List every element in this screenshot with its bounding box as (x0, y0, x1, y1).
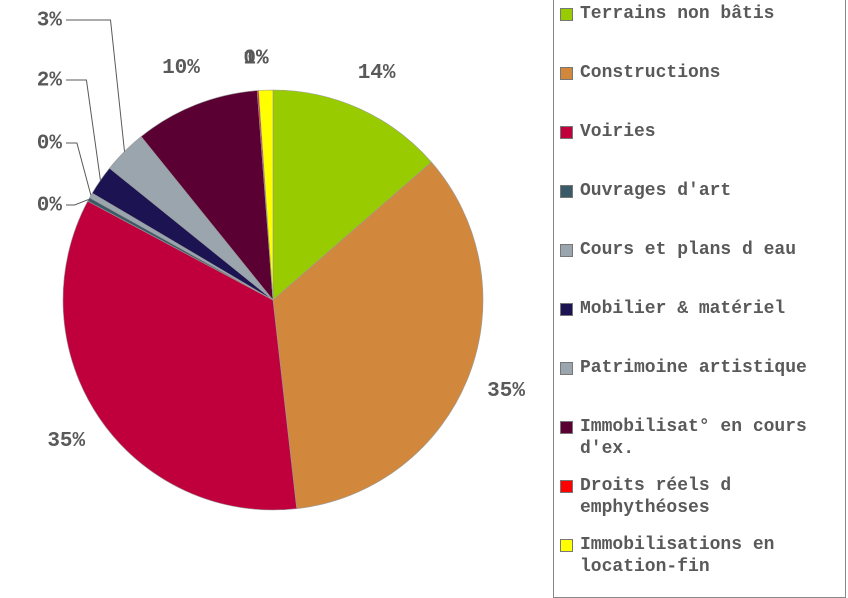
legend-swatch (560, 362, 573, 375)
data-label: 14% (358, 62, 396, 85)
leader-line (66, 79, 101, 181)
legend-item: Constructions (560, 62, 839, 121)
legend-item: Cours et plans d eau (560, 239, 839, 298)
legend-swatch (560, 185, 573, 198)
legend-label: Terrains non bâtis (580, 4, 775, 24)
legend-label: Voiries (580, 122, 656, 142)
data-label: 1% (243, 48, 269, 71)
data-label: 10% (162, 57, 200, 80)
leader-line (66, 142, 92, 196)
legend-label: Cours et plans d eau (580, 240, 797, 260)
data-label: 35% (47, 430, 85, 453)
legend-item: Terrains non bâtis (560, 3, 839, 62)
legend-label: Mobilier & matériel (580, 299, 786, 319)
data-label: 0% (37, 133, 63, 156)
leader-line (66, 198, 89, 206)
legend-swatch (560, 67, 573, 80)
legend: Terrains non bâtis Constructions Voiries Ou… (553, 0, 846, 598)
legend-item: Ouvrages d'art (560, 180, 839, 239)
legend-swatch (560, 539, 573, 552)
pie-slice (62, 200, 298, 511)
legend-item: Immobilisations en location-fin (560, 534, 839, 593)
pie-area: 14%35%35%0%0%2%3%10% 0%1% (37, 10, 525, 511)
legend-label: Immobilisations en location-fin (580, 535, 775, 577)
data-label: 3% (37, 10, 63, 33)
leader-line (66, 19, 126, 152)
pie-slice (272, 89, 432, 301)
legend-label: Droits réels d emphythéoses (580, 476, 732, 518)
legend-item: Voiries (560, 121, 839, 180)
legend-item: Patrimoine artistique (560, 357, 839, 416)
data-label: 0% (243, 48, 269, 71)
legend-label: Patrimoine artistique (580, 358, 807, 378)
legend-item: Immobilisat° en cours d'ex. (560, 416, 839, 475)
data-label: 0% (37, 195, 63, 218)
legend-item: Droits réels d emphythéoses (560, 475, 839, 534)
legend-swatch (560, 421, 573, 434)
data-label: 2% (37, 70, 63, 93)
legend-label: Immobilisat° en cours d'ex. (580, 417, 807, 459)
legend-swatch (560, 244, 573, 257)
legend-swatch (560, 126, 573, 139)
legend-item: Mobilier & matériel (560, 298, 839, 357)
legend-swatch (560, 480, 573, 493)
pie-slice (272, 161, 484, 509)
legend-label: Ouvrages d'art (580, 181, 732, 201)
pie-slice (140, 90, 274, 301)
data-label: 35% (487, 380, 525, 403)
legend-swatch (560, 303, 573, 316)
legend-label: Constructions (580, 63, 721, 83)
legend-swatch (560, 8, 573, 21)
pie-slice (258, 89, 274, 301)
